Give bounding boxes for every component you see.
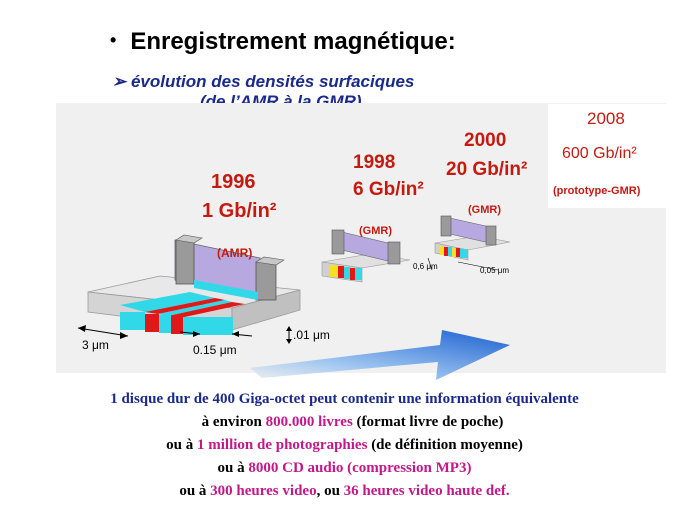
tech-2008: (prototype-GMR) xyxy=(553,185,641,197)
year-2000: 2000 xyxy=(464,130,507,151)
bit-length-2000-label: 0,05 μm xyxy=(480,266,510,275)
track-width-2000-label: 0,6 μm xyxy=(413,262,438,271)
medium-2000 xyxy=(434,215,511,261)
milestone-2008-box xyxy=(548,104,666,208)
tech-2000: (GMR) xyxy=(468,204,501,216)
highlight-photos: 1 million de photographies xyxy=(196,437,368,453)
year-1996: 1996 xyxy=(211,171,256,193)
text-line-1: 1 disque dur de 400 Giga-octet peut cont… xyxy=(110,391,579,407)
density-1998: 6 Gb/in² xyxy=(353,179,424,200)
tech-1998: (GMR) xyxy=(359,225,392,237)
slide-title-text: Enregistrement magnétique: xyxy=(130,28,456,55)
highlight-video: 300 heures video xyxy=(210,483,317,499)
thickness-label: .01 μm xyxy=(293,328,330,342)
text-line-2: à environ 800.000 livres (format livre d… xyxy=(201,414,504,430)
bullet-icon: • xyxy=(110,30,117,50)
slide-title: • Enregistrement magnétique: xyxy=(110,28,456,56)
text-line-5: ou à 300 heures video, ou 36 heures vide… xyxy=(179,483,510,499)
subtitle-line-1: ➢ évolution des densités surfaciques xyxy=(112,72,415,91)
year-2008: 2008 xyxy=(587,109,625,128)
highlight-livres: 800.000 livres xyxy=(265,414,353,430)
year-1998: 1998 xyxy=(353,152,396,173)
density-2000: 20 Gb/in² xyxy=(446,159,528,180)
text-line-4: ou à 8000 CD audio (compression MP3) xyxy=(217,460,472,476)
highlight-video-hd: 36 heures video haute def. xyxy=(343,483,510,499)
text-line-3: ou à 1 million de photographies (de défi… xyxy=(166,437,523,453)
highlight-cd: 8000 CD audio (compression MP3) xyxy=(248,460,472,476)
density-1996: 1 Gb/in² xyxy=(202,200,277,222)
density-2008: 600 Gb/in² xyxy=(562,145,637,162)
bit-length-label: 0.15 μm xyxy=(193,343,237,357)
medium-1998 xyxy=(321,229,411,283)
medium-1996 xyxy=(87,234,301,335)
progress-arrow xyxy=(250,330,510,380)
track-width-label: 3 μm xyxy=(82,338,109,352)
tech-1996: (AMR) xyxy=(217,246,253,260)
